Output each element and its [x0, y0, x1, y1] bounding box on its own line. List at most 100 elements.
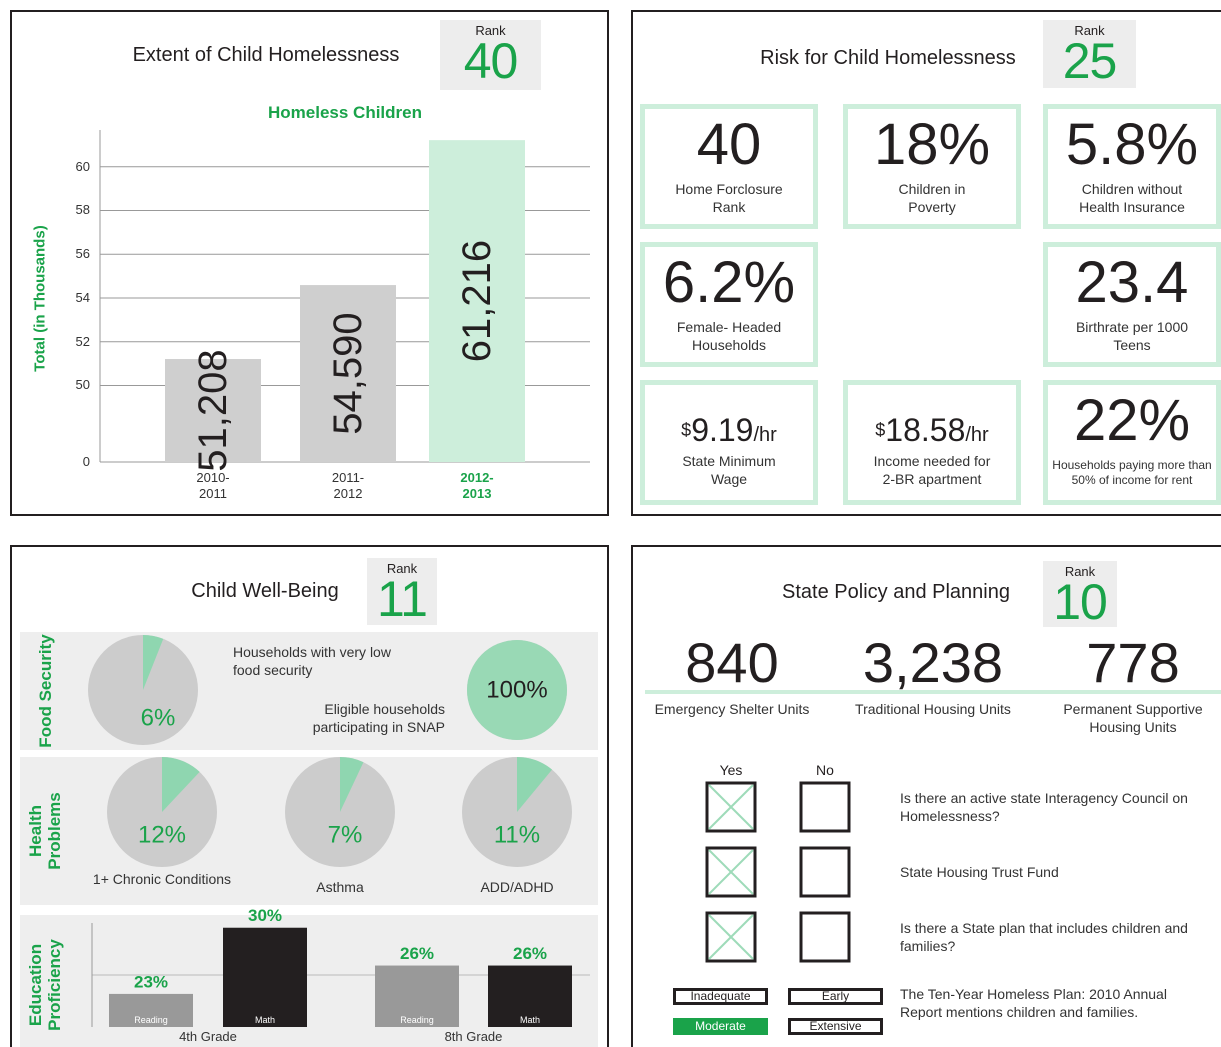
panel-extent	[10, 10, 609, 516]
stat-value: 18%	[843, 112, 1021, 178]
panel-title: State Policy and Planning	[782, 581, 1010, 603]
stat-suffix: /hr	[753, 424, 777, 446]
rank-label: Rank	[1064, 564, 1096, 579]
stat-label: Traditional Housing Units	[855, 701, 1011, 717]
x-tick-label: 4th Grade	[179, 1029, 237, 1044]
plan-option: Extensive	[788, 1018, 883, 1035]
pie-caption: Households with very low food security	[233, 644, 391, 678]
pie-slice	[467, 640, 567, 740]
bar-value-label: 26%	[400, 944, 434, 963]
bar	[375, 965, 459, 1027]
bar	[165, 359, 261, 462]
stat-box	[1043, 242, 1221, 367]
pie-caption: 1+ Chronic Conditions	[92, 871, 232, 887]
stat-prefix: $	[681, 420, 692, 440]
stat-number: 9.19	[691, 412, 754, 448]
pie-value-label: 100%	[486, 677, 547, 704]
question: Is there a State plan that includes chil…	[900, 920, 1188, 954]
stat-label: Permanent Supportive Housing Units	[1063, 701, 1203, 735]
bar-value-label: 61,216	[455, 240, 499, 362]
panel-well-being	[10, 545, 609, 1047]
row-label: Education Proficiency	[26, 939, 64, 1031]
check-mark	[708, 784, 754, 830]
stat-number: 18.58	[885, 412, 966, 448]
stat-box	[1043, 104, 1221, 229]
checkbox-no	[799, 846, 851, 898]
stat-label: Home Forclosure Rank	[675, 181, 783, 215]
bar	[223, 927, 307, 1027]
stat-value: $18.58/hr	[843, 410, 1021, 455]
x-tick-label: 8th Grade	[444, 1029, 503, 1044]
plan-option: Moderate	[673, 1018, 768, 1035]
pie-slice	[340, 757, 364, 812]
bar-value-label: 23%	[134, 972, 168, 991]
panel-title: Extent of Child Homelessness	[132, 44, 400, 66]
series-label: Math	[520, 1015, 540, 1025]
no-label: No	[816, 762, 834, 778]
stat-box	[640, 380, 818, 505]
x-tick-label: 2010-2011	[196, 470, 230, 501]
stat-label: Children in Poverty	[898, 181, 966, 215]
rank-value: 25	[1062, 33, 1118, 89]
stat-prefix: $	[875, 420, 886, 440]
rank-box	[1043, 561, 1117, 627]
stat-label: Female- Headed Households	[676, 319, 782, 353]
plan-option: Early	[788, 988, 883, 1005]
stat-box	[640, 104, 818, 229]
bar-value-label: 26%	[513, 944, 547, 963]
bar-value-label: 54,590	[326, 312, 370, 434]
stat-number: 22%	[1073, 388, 1191, 453]
rank-box	[440, 20, 541, 90]
series-label: Reading	[134, 1015, 168, 1025]
y-tick-label: 60	[75, 158, 90, 174]
yes-label: Yes	[719, 762, 743, 778]
y-tick-label: 50	[75, 377, 90, 393]
stat-label: Children without Health Insurance	[1079, 181, 1185, 215]
y-tick-label: 52	[75, 333, 90, 349]
x-tick-label: 2012-2013	[460, 470, 494, 501]
stat-number: 6.2%	[662, 250, 796, 315]
stat-box	[640, 242, 818, 367]
stat-label: Birthrate per 1000 Teens	[1075, 319, 1189, 353]
stat-number: 18%	[873, 112, 991, 177]
plan-option: Inadequate	[673, 988, 768, 1005]
stat-number: 23.4	[1075, 250, 1189, 315]
check-mark	[708, 914, 754, 960]
stat-number: 5.8%	[1065, 112, 1199, 177]
stat-value: 6.2%	[640, 250, 818, 316]
stat-box	[843, 380, 1021, 505]
rank-label: Rank	[1074, 23, 1105, 38]
stat-value: $9.19/hr	[640, 410, 818, 455]
panel-title: Child Well-Being	[191, 580, 339, 602]
bar-value-label: 30%	[248, 906, 282, 925]
stat-suffix: /hr	[965, 424, 989, 446]
stat-value: 22%	[1043, 388, 1221, 454]
stat-label: Emergency Shelter Units	[654, 701, 810, 717]
plan-text: The Ten-Year Homeless Plan: 2010 Annual …	[900, 986, 1167, 1020]
y-tick-label: 56	[75, 246, 90, 262]
stat-label: Households paying more than 50% of incom…	[1052, 458, 1212, 487]
stat-value: 23.4	[1043, 250, 1221, 316]
pie-value-label: 11%	[494, 822, 540, 849]
bar	[300, 285, 396, 462]
checkbox-no	[799, 911, 851, 963]
panel-risk	[631, 10, 1221, 516]
y-tick-label: 58	[75, 202, 90, 218]
rank-label: Rank	[475, 23, 506, 38]
pie-slice	[517, 757, 553, 812]
rank-box	[1043, 20, 1136, 88]
stat-value: 5.8%	[1043, 112, 1221, 178]
x-tick-label: 2011-2012	[331, 470, 365, 501]
rank-label: Rank	[386, 561, 418, 576]
stat-value: 3,238	[862, 631, 1004, 694]
series-label: Math	[255, 1015, 275, 1025]
bar	[488, 965, 572, 1027]
rank-value: 10	[1053, 574, 1108, 630]
series-label: Reading	[400, 1015, 434, 1025]
bar	[109, 993, 193, 1027]
rank-box	[367, 558, 437, 625]
stat-label: State Minimum Wage	[682, 453, 776, 487]
stat-value: 840	[685, 631, 779, 694]
bar-value-label: 51,208	[191, 349, 235, 471]
